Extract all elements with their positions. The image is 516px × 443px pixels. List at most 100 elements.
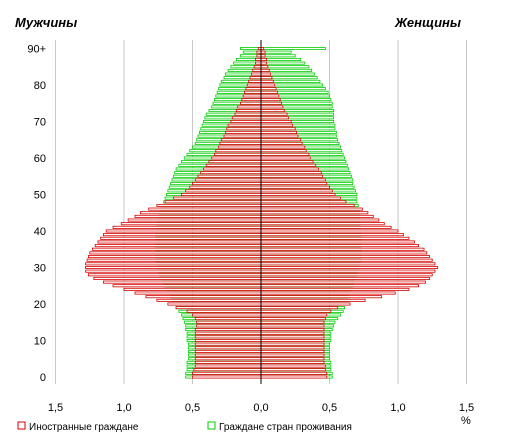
bar-foreign-men bbox=[100, 236, 262, 240]
x-tick-label: 1,5 bbox=[459, 402, 474, 414]
bar-foreign-men bbox=[156, 298, 262, 302]
bar-foreign-men bbox=[140, 211, 262, 215]
y-tick-label: 0 bbox=[40, 372, 46, 384]
bar-foreign-men bbox=[167, 302, 262, 306]
legend-label-foreign: Иностранные граждане bbox=[29, 422, 139, 433]
bar-foreign-women bbox=[260, 156, 311, 160]
bar-foreign-men bbox=[120, 222, 262, 226]
bar-citizens-women bbox=[260, 61, 306, 65]
bar-foreign-women bbox=[260, 149, 307, 153]
bar-foreign-women bbox=[260, 189, 333, 193]
bar-foreign-women bbox=[260, 247, 425, 251]
bar-foreign-men bbox=[256, 54, 262, 58]
bar-foreign-women bbox=[260, 130, 298, 134]
bar-foreign-men bbox=[214, 152, 262, 156]
y-tick-label: 80 bbox=[34, 80, 46, 92]
bar-foreign-women bbox=[260, 196, 341, 200]
bar-foreign-men bbox=[87, 255, 262, 259]
bar-foreign-women bbox=[260, 291, 396, 295]
bar-foreign-women bbox=[260, 335, 325, 339]
bar-foreign-men bbox=[92, 247, 262, 251]
bar-foreign-women bbox=[260, 317, 326, 321]
bar-foreign-women bbox=[260, 171, 322, 175]
bar-foreign-men bbox=[97, 240, 262, 244]
bar-foreign-women bbox=[260, 109, 285, 113]
bar-foreign-men bbox=[248, 79, 262, 83]
y-tick-label: 30 bbox=[34, 263, 46, 275]
bar-foreign-women bbox=[260, 342, 325, 346]
bar-foreign-men bbox=[234, 112, 262, 116]
bar-foreign-men bbox=[192, 371, 262, 375]
x-tick-label: 1,5 bbox=[48, 402, 63, 414]
bar-foreign-men bbox=[189, 185, 262, 189]
bar-foreign-men bbox=[94, 244, 262, 248]
bar-foreign-men bbox=[246, 83, 262, 87]
bar-foreign-women bbox=[260, 138, 302, 142]
bar-foreign-men bbox=[241, 98, 262, 102]
bar-foreign-women bbox=[260, 258, 433, 262]
bar-foreign-men bbox=[93, 276, 262, 280]
x-tick-label: 0,5 bbox=[185, 402, 200, 414]
bar-foreign-men bbox=[200, 171, 262, 175]
bar-foreign-men bbox=[235, 109, 262, 113]
bar-foreign-women bbox=[260, 280, 426, 284]
bar-foreign-men bbox=[134, 291, 262, 295]
bar-foreign-women bbox=[260, 360, 325, 364]
bar-foreign-women bbox=[260, 353, 325, 357]
bar-foreign-women bbox=[260, 244, 419, 248]
bar-foreign-women bbox=[260, 79, 274, 83]
bar-foreign-women bbox=[260, 328, 325, 332]
bar-foreign-men bbox=[145, 295, 262, 299]
bar-foreign-men bbox=[215, 149, 262, 153]
bar-foreign-women bbox=[260, 112, 288, 116]
legend-swatch-foreign bbox=[17, 421, 26, 430]
bar-foreign-men bbox=[185, 189, 262, 193]
bar-foreign-women bbox=[260, 229, 399, 233]
bar-foreign-women bbox=[260, 174, 324, 178]
bar-foreign-men bbox=[172, 196, 262, 200]
bar-foreign-men bbox=[211, 156, 262, 160]
bar-foreign-women bbox=[260, 371, 328, 375]
bar-foreign-women bbox=[260, 251, 428, 255]
bar-foreign-men bbox=[196, 320, 262, 324]
bar-foreign-men bbox=[194, 353, 262, 357]
bar-foreign-men bbox=[255, 61, 262, 65]
bar-foreign-women bbox=[260, 298, 366, 302]
bar-foreign-women bbox=[260, 331, 325, 335]
bar-foreign-women bbox=[260, 236, 410, 240]
bar-foreign-women bbox=[260, 273, 433, 277]
legend: Иностранные граждане Граждане стран прож… bbox=[17, 421, 352, 433]
bar-foreign-women bbox=[260, 167, 319, 171]
bar-foreign-men bbox=[186, 309, 262, 313]
bar-foreign-men bbox=[242, 94, 262, 98]
bar-foreign-women bbox=[260, 309, 332, 313]
bar-foreign-women bbox=[260, 98, 281, 102]
bar-foreign-men bbox=[85, 269, 262, 273]
bar-foreign-men bbox=[156, 203, 262, 207]
y-tick-label: 60 bbox=[34, 153, 46, 165]
bar-foreign-men bbox=[224, 130, 262, 134]
bar-foreign-women bbox=[260, 76, 273, 80]
bar-foreign-women bbox=[260, 101, 282, 105]
bar-foreign-women bbox=[260, 57, 267, 61]
bar-foreign-women bbox=[260, 225, 392, 229]
bar-foreign-men bbox=[197, 174, 262, 178]
y-tick-label: 50 bbox=[34, 190, 46, 202]
bar-foreign-women bbox=[260, 50, 266, 54]
bar-foreign-men bbox=[249, 76, 262, 80]
axes: 1,5 1,0 0,5 0,0 0,5 1,0 1,5 0 10 20 30 40 50 60 70 80 90… bbox=[27, 40, 474, 414]
bar-foreign-women bbox=[260, 357, 325, 361]
bar-foreign-women bbox=[260, 222, 385, 226]
bar-foreign-women bbox=[260, 116, 289, 120]
bar-foreign-men bbox=[112, 225, 262, 229]
bar-foreign-men bbox=[112, 284, 262, 288]
women-label: Женщины bbox=[394, 15, 461, 30]
bar-foreign-men bbox=[127, 218, 262, 222]
bar-foreign-women bbox=[260, 94, 280, 98]
bar-foreign-men bbox=[134, 214, 262, 218]
bar-foreign-women bbox=[260, 68, 270, 72]
bar-foreign-men bbox=[240, 101, 262, 105]
bar-foreign-men bbox=[205, 163, 262, 167]
bar-foreign-women bbox=[260, 211, 369, 215]
bar-foreign-women bbox=[260, 269, 436, 273]
